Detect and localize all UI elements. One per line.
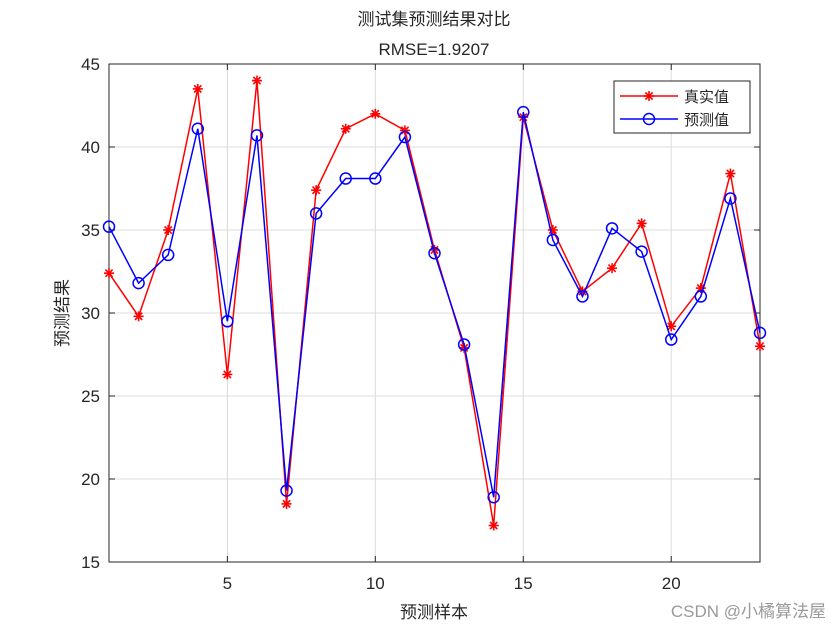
data-point-predicted <box>576 290 589 303</box>
data-point-predicted <box>546 233 560 247</box>
legend-box <box>613 80 751 134</box>
data-point-predicted <box>753 326 767 340</box>
x-tick-label: 10 <box>366 574 385 593</box>
data-point-predicted <box>487 491 500 504</box>
y-tick-label: 35 <box>81 221 100 240</box>
y-tick-label: 25 <box>81 387 100 406</box>
watermark: CSDN @小橘算法屋 <box>671 602 826 621</box>
data-point-actual <box>222 369 233 380</box>
data-point-predicted <box>694 290 708 303</box>
legend-marker-actual <box>644 91 654 101</box>
y-tick-label: 40 <box>81 138 100 157</box>
data-point-predicted <box>309 207 323 220</box>
x-axis-label: 预测样本 <box>400 603 468 623</box>
data-point-actual <box>192 83 203 94</box>
data-point-predicted <box>161 248 175 262</box>
data-point-actual <box>281 498 292 509</box>
x-tick-label: 20 <box>662 574 681 593</box>
data-point-actual <box>104 268 114 279</box>
y-tick-label: 30 <box>81 304 100 323</box>
data-point-actual <box>725 168 736 179</box>
data-point-predicted <box>398 130 412 144</box>
x-tick-label: 15 <box>514 574 533 593</box>
data-point-predicted <box>517 105 530 119</box>
data-point-actual <box>311 185 322 196</box>
data-point-predicted <box>250 129 264 142</box>
data-point-predicted <box>339 172 352 185</box>
grid <box>109 64 760 562</box>
data-point-actual <box>636 218 647 229</box>
data-point-predicted <box>132 276 145 290</box>
legend-asterisk-icon <box>644 91 654 101</box>
data-point-predicted <box>221 315 234 328</box>
y-axis-label: 预测结果 <box>53 279 73 347</box>
legend: 真实值 预测值 <box>613 80 751 134</box>
y-tick-label: 15 <box>81 553 100 572</box>
data-point-actual <box>666 321 677 332</box>
data-point-predicted <box>457 338 471 351</box>
chart-title: 测试集预测结果对比 <box>358 10 511 30</box>
ticks: 5 10 15 20 15 20 25 30 35 40 45 <box>81 55 760 593</box>
legend-label-predicted: 预测值 <box>684 111 729 129</box>
data-point-predicted <box>102 220 116 233</box>
series-line-predicted <box>108 111 761 498</box>
data-point-actual <box>133 311 144 322</box>
data-point-predicted <box>191 122 205 135</box>
legend-marker-predicted <box>642 112 656 126</box>
data-point-predicted <box>635 245 648 258</box>
series-predicted <box>102 105 767 504</box>
data-point-predicted <box>428 246 441 260</box>
chart-subtitle: RMSE=1.9207 <box>378 40 489 59</box>
x-tick-label: 5 <box>223 574 232 593</box>
data-point-actual <box>163 225 174 235</box>
data-point-predicted <box>605 222 619 235</box>
data-point-predicted <box>724 192 737 205</box>
data-point-actual <box>755 341 765 352</box>
data-point-actual <box>251 75 262 86</box>
data-point-actual <box>607 263 618 274</box>
data-point-predicted <box>280 484 293 497</box>
data-point-predicted <box>664 333 678 346</box>
data-point-actual <box>488 520 499 531</box>
data-point-predicted <box>369 172 382 185</box>
legend-label-actual: 真实值 <box>684 88 729 106</box>
series-layer <box>102 75 767 531</box>
data-point-actual <box>370 108 381 119</box>
y-tick-label: 20 <box>81 470 100 489</box>
data-point-actual <box>340 123 351 134</box>
y-tick-label: 45 <box>81 55 100 74</box>
data-point-actual <box>399 125 410 136</box>
